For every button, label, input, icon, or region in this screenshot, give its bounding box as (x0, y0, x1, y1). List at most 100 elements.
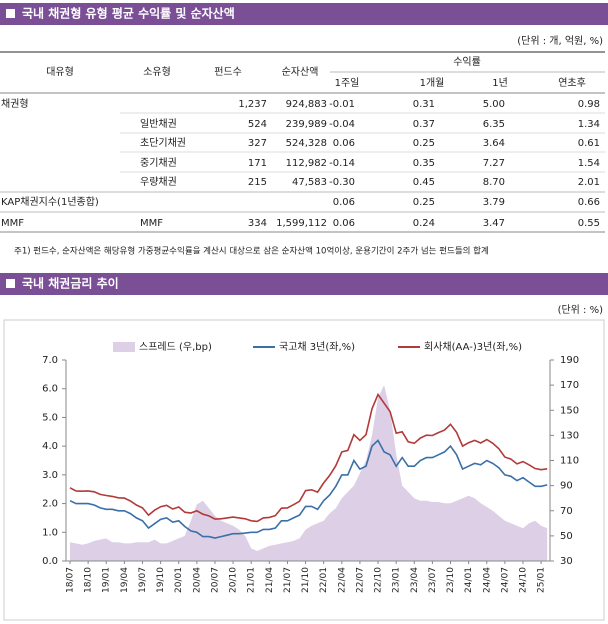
table-cell: 0.25 (413, 138, 435, 149)
x-tick-label: 22/10 (374, 567, 384, 593)
x-tick-label: 24/10 (519, 567, 529, 593)
y2-tick-label: 110 (560, 456, 579, 467)
table-cell: 0.25 (413, 197, 435, 208)
column-header: 순자산액 (282, 66, 319, 78)
table-cell: 우량채권 (140, 176, 177, 188)
y-tick-label: 0.0 (42, 556, 58, 567)
table-cell: 924,883 (286, 99, 327, 110)
footnote: 주1) 펀드수, 순자산액은 해당유형 가중평균수익률을 계산시 대상으로 삼은… (14, 246, 489, 257)
x-tick-label: 23/04 (410, 567, 420, 593)
y2-tick-label: 190 (560, 355, 579, 366)
column-header: 펀드수 (214, 66, 242, 78)
table-cell: 2.01 (578, 177, 600, 188)
table-cell: -0.01 (329, 99, 355, 110)
section-bar (0, 273, 608, 295)
x-tick-label: 23/10 (446, 567, 456, 593)
table-cell: 327 (248, 138, 267, 149)
table-cell: -0.14 (329, 158, 355, 169)
x-tick-label: 19/10 (156, 567, 166, 593)
y2-tick-label: 70 (560, 506, 573, 517)
table-cell: 112,982 (286, 158, 327, 169)
y-tick-label: 6.0 (42, 384, 58, 395)
x-tick-label: 20/04 (192, 567, 202, 593)
y-tick-label: 1.0 (42, 527, 58, 538)
table-cell: 3.47 (483, 218, 505, 229)
table-cell: 중기채권 (140, 157, 177, 169)
table-cell: 0.37 (413, 119, 435, 130)
x-tick-label: 24/01 (464, 567, 474, 593)
x-tick-label: 22/04 (337, 567, 347, 593)
unit: (단위 : 개, 억원, %) (517, 34, 603, 47)
table-cell: KAP채권지수(1년종합) (1, 196, 99, 208)
table-cell: 0.98 (578, 99, 600, 110)
y2-tick-label: 30 (560, 556, 573, 567)
y-tick-label: 4.0 (42, 441, 58, 452)
column-header: 연초후 (558, 77, 586, 89)
legend-label: 회사채(AA-)3년(좌,%) (424, 341, 522, 353)
table-cell: -0.04 (329, 119, 355, 130)
x-tick-label: 19/07 (138, 567, 148, 593)
table-cell: 0.06 (333, 218, 355, 229)
section-title: 국내 채권금리 추이 (22, 276, 119, 291)
x-tick-label: 19/01 (102, 567, 112, 593)
y-tick-label: 5.0 (42, 412, 58, 423)
table-cell: 0.31 (413, 99, 435, 110)
y2-tick-label: 90 (560, 481, 573, 492)
unit: (단위 : %) (558, 303, 604, 316)
x-tick-label: 20/10 (229, 567, 239, 593)
x-tick-label: 22/01 (319, 567, 329, 593)
table-cell: 215 (248, 177, 267, 188)
table-cell: 0.55 (578, 218, 600, 229)
chart-frame (3, 319, 605, 621)
bullet (6, 279, 15, 288)
x-tick-label: 24/04 (482, 567, 492, 593)
table-cell: 0.61 (578, 138, 600, 149)
line (69, 439, 548, 539)
table-cell: 8.70 (483, 177, 505, 188)
table-cell: 334 (248, 218, 267, 229)
x-tick-label: 19/04 (120, 567, 130, 593)
y2-tick-label: 50 (560, 531, 573, 542)
table-cell: 채권형 (1, 98, 29, 110)
y-tick-label: 7.0 (42, 355, 58, 366)
x-tick-label: 21/10 (301, 567, 311, 593)
table-cell: 7.27 (483, 158, 505, 169)
y2-tick-label: 170 (560, 380, 579, 391)
x-tick-label: 24/07 (500, 567, 510, 593)
line (69, 392, 548, 523)
column-header: 1년 (492, 77, 508, 89)
table-cell: 1,237 (238, 99, 267, 110)
table-cell: 0.35 (413, 158, 435, 169)
table-cell: MMF (140, 218, 163, 229)
section-title: 국내 채권형 유형 평균 수익률 및 순자산액 (22, 6, 235, 21)
table-cell: 1.54 (578, 158, 600, 169)
x-tick-label: 20/01 (174, 567, 184, 593)
table-cell: 0.06 (333, 197, 355, 208)
column-header: 1주일 (335, 77, 360, 89)
table-cell: 524,328 (286, 138, 327, 149)
bullet (6, 9, 15, 18)
table-cell: 1,599,112 (276, 218, 327, 229)
x-tick-label: 22/07 (355, 567, 365, 593)
area (70, 385, 548, 561)
table-cell: 0.24 (413, 218, 435, 229)
y-tick-label: 2.0 (42, 499, 58, 510)
legend-label: 스프레드 (우,bp) (139, 341, 212, 353)
x-tick-label: 21/01 (247, 567, 257, 593)
x-tick-label: 23/01 (392, 567, 402, 593)
column-header: 소유형 (143, 66, 171, 78)
table-cell: 5.00 (483, 99, 505, 110)
table-cell: 0.45 (413, 177, 435, 188)
chart: 0.0 1.0 2.0 3.0 4.0 5.0 6.0 7.0 30 50 70 90 110 130 15… (42, 341, 579, 593)
table-cell: 일반채권 (140, 118, 177, 130)
table-cell: 171 (248, 158, 267, 169)
column-header: 대유형 (46, 66, 74, 78)
legend-swatch (113, 342, 135, 352)
x-tick-label: 18/10 (84, 567, 94, 593)
table-cell: 47,583 (292, 177, 327, 188)
x-tick-label: 21/07 (283, 567, 293, 593)
y2-tick-label: 130 (560, 430, 579, 441)
table-cell: 3.64 (483, 138, 505, 149)
y-tick-label: 3.0 (42, 470, 58, 481)
